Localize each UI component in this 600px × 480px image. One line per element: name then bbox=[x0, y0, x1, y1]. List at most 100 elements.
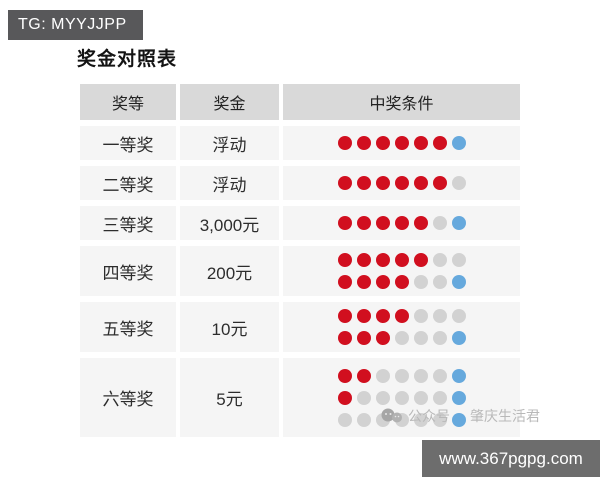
red-ball-dot bbox=[337, 275, 352, 289]
dot-line bbox=[337, 253, 466, 267]
miss-ball-dot bbox=[432, 390, 447, 405]
red-ball-dot bbox=[375, 216, 390, 230]
miss-ball-dot bbox=[432, 216, 447, 230]
prize-level-cell: 六等奖 bbox=[80, 358, 176, 437]
dot-lines bbox=[337, 253, 466, 289]
miss-ball-dot bbox=[394, 368, 409, 383]
red-ball-dot bbox=[394, 309, 409, 323]
wechat-bubbles-icon bbox=[380, 408, 404, 424]
dot-lines bbox=[337, 176, 466, 190]
blue-ball-dot bbox=[451, 136, 466, 150]
dot-lines bbox=[337, 216, 466, 230]
red-ball-dot bbox=[375, 331, 390, 345]
miss-ball-dot bbox=[451, 309, 466, 323]
red-ball-dot bbox=[337, 390, 352, 405]
miss-ball-dot bbox=[413, 368, 428, 383]
miss-ball-dot bbox=[375, 390, 390, 405]
dot-line bbox=[337, 216, 466, 230]
miss-ball-dot bbox=[432, 253, 447, 267]
red-ball-dot bbox=[394, 176, 409, 190]
winning-condition-cell bbox=[283, 126, 520, 160]
prize-amount-cell: 10元 bbox=[180, 302, 279, 352]
red-ball-dot bbox=[337, 176, 352, 190]
blue-ball-dot bbox=[451, 275, 466, 289]
red-ball-dot bbox=[337, 368, 352, 383]
miss-ball-dot bbox=[451, 176, 466, 190]
table-row: 三等奖 3,000元 bbox=[80, 206, 520, 240]
dot-lines bbox=[337, 309, 466, 345]
prize-amount-cell: 浮动 bbox=[180, 166, 279, 200]
miss-ball-dot bbox=[337, 412, 352, 427]
dot-line bbox=[337, 176, 466, 190]
winning-condition-cell bbox=[283, 246, 520, 296]
blue-ball-dot bbox=[451, 331, 466, 345]
table-row: 六等奖 5元 bbox=[80, 358, 520, 437]
watermark-account-name: 肇庆生活君 bbox=[470, 408, 540, 424]
miss-ball-dot bbox=[375, 368, 390, 383]
red-ball-dot bbox=[356, 176, 371, 190]
red-ball-dot bbox=[337, 309, 352, 323]
red-ball-dot bbox=[394, 136, 409, 150]
column-header-condition: 中奖条件 bbox=[283, 84, 520, 120]
tg-badge-label: TG: MYYJJPP bbox=[18, 16, 127, 33]
table-row: 五等奖 10元 bbox=[80, 302, 520, 352]
red-ball-dot bbox=[432, 136, 447, 150]
footer-url: www.367pgpg.com bbox=[439, 448, 583, 468]
prize-level-cell: 四等奖 bbox=[80, 246, 176, 296]
prize-amount-cell: 200元 bbox=[180, 246, 279, 296]
prize-amount-cell: 3,000元 bbox=[180, 206, 279, 240]
red-ball-dot bbox=[337, 253, 352, 267]
red-ball-dot bbox=[413, 216, 428, 230]
miss-ball-dot bbox=[413, 390, 428, 405]
table-header-row: 奖等 奖金 中奖条件 bbox=[80, 84, 520, 120]
dot-line bbox=[337, 331, 466, 345]
dot-line bbox=[337, 309, 466, 323]
winning-condition-cell bbox=[283, 166, 520, 200]
miss-ball-dot bbox=[432, 412, 447, 427]
dot-line bbox=[337, 390, 466, 405]
red-ball-dot bbox=[337, 136, 352, 150]
red-ball-dot bbox=[337, 216, 352, 230]
footer-url-bar: www.367pgpg.com bbox=[422, 440, 600, 477]
prize-table: 奖等 奖金 中奖条件 一等奖 浮动 二等奖 浮动 三等奖 3,000元 四等奖 200元 五等奖… bbox=[80, 84, 520, 437]
miss-ball-dot bbox=[432, 368, 447, 383]
miss-ball-dot bbox=[394, 331, 409, 345]
red-ball-dot bbox=[337, 331, 352, 345]
prize-level-cell: 五等奖 bbox=[80, 302, 176, 352]
prize-level-cell: 二等奖 bbox=[80, 166, 176, 200]
winning-condition-cell bbox=[283, 206, 520, 240]
column-header-level: 奖等 bbox=[80, 84, 176, 120]
miss-ball-dot bbox=[413, 412, 428, 427]
dot-lines bbox=[337, 136, 466, 150]
red-ball-dot bbox=[413, 253, 428, 267]
red-ball-dot bbox=[394, 216, 409, 230]
prize-amount-cell: 浮动 bbox=[180, 126, 279, 160]
watermark-account-label: 公众号 bbox=[408, 408, 450, 424]
miss-ball-dot bbox=[356, 390, 371, 405]
winning-condition-cell bbox=[283, 358, 520, 437]
miss-ball-dot bbox=[432, 331, 447, 345]
prize-level-cell: 三等奖 bbox=[80, 206, 176, 240]
tg-badge: TG: MYYJJPP bbox=[8, 10, 143, 40]
red-ball-dot bbox=[394, 275, 409, 289]
winning-condition-cell bbox=[283, 302, 520, 352]
red-ball-dot bbox=[375, 253, 390, 267]
red-ball-dot bbox=[432, 176, 447, 190]
table-row: 四等奖 200元 bbox=[80, 246, 520, 296]
dot-line bbox=[337, 136, 466, 150]
red-ball-dot bbox=[356, 253, 371, 267]
miss-ball-dot bbox=[413, 309, 428, 323]
prize-amount-cell: 5元 bbox=[180, 358, 279, 437]
red-ball-dot bbox=[375, 176, 390, 190]
dot-line bbox=[337, 275, 466, 289]
watermark: 公众号 肇庆生活君 bbox=[380, 406, 540, 426]
red-ball-dot bbox=[413, 176, 428, 190]
blue-ball-dot bbox=[451, 368, 466, 383]
blue-ball-dot bbox=[451, 412, 466, 427]
red-ball-dot bbox=[356, 136, 371, 150]
red-ball-dot bbox=[356, 368, 371, 383]
miss-ball-dot bbox=[394, 390, 409, 405]
miss-ball-dot bbox=[432, 275, 447, 289]
page-title: 奖金对照表 bbox=[77, 49, 178, 70]
